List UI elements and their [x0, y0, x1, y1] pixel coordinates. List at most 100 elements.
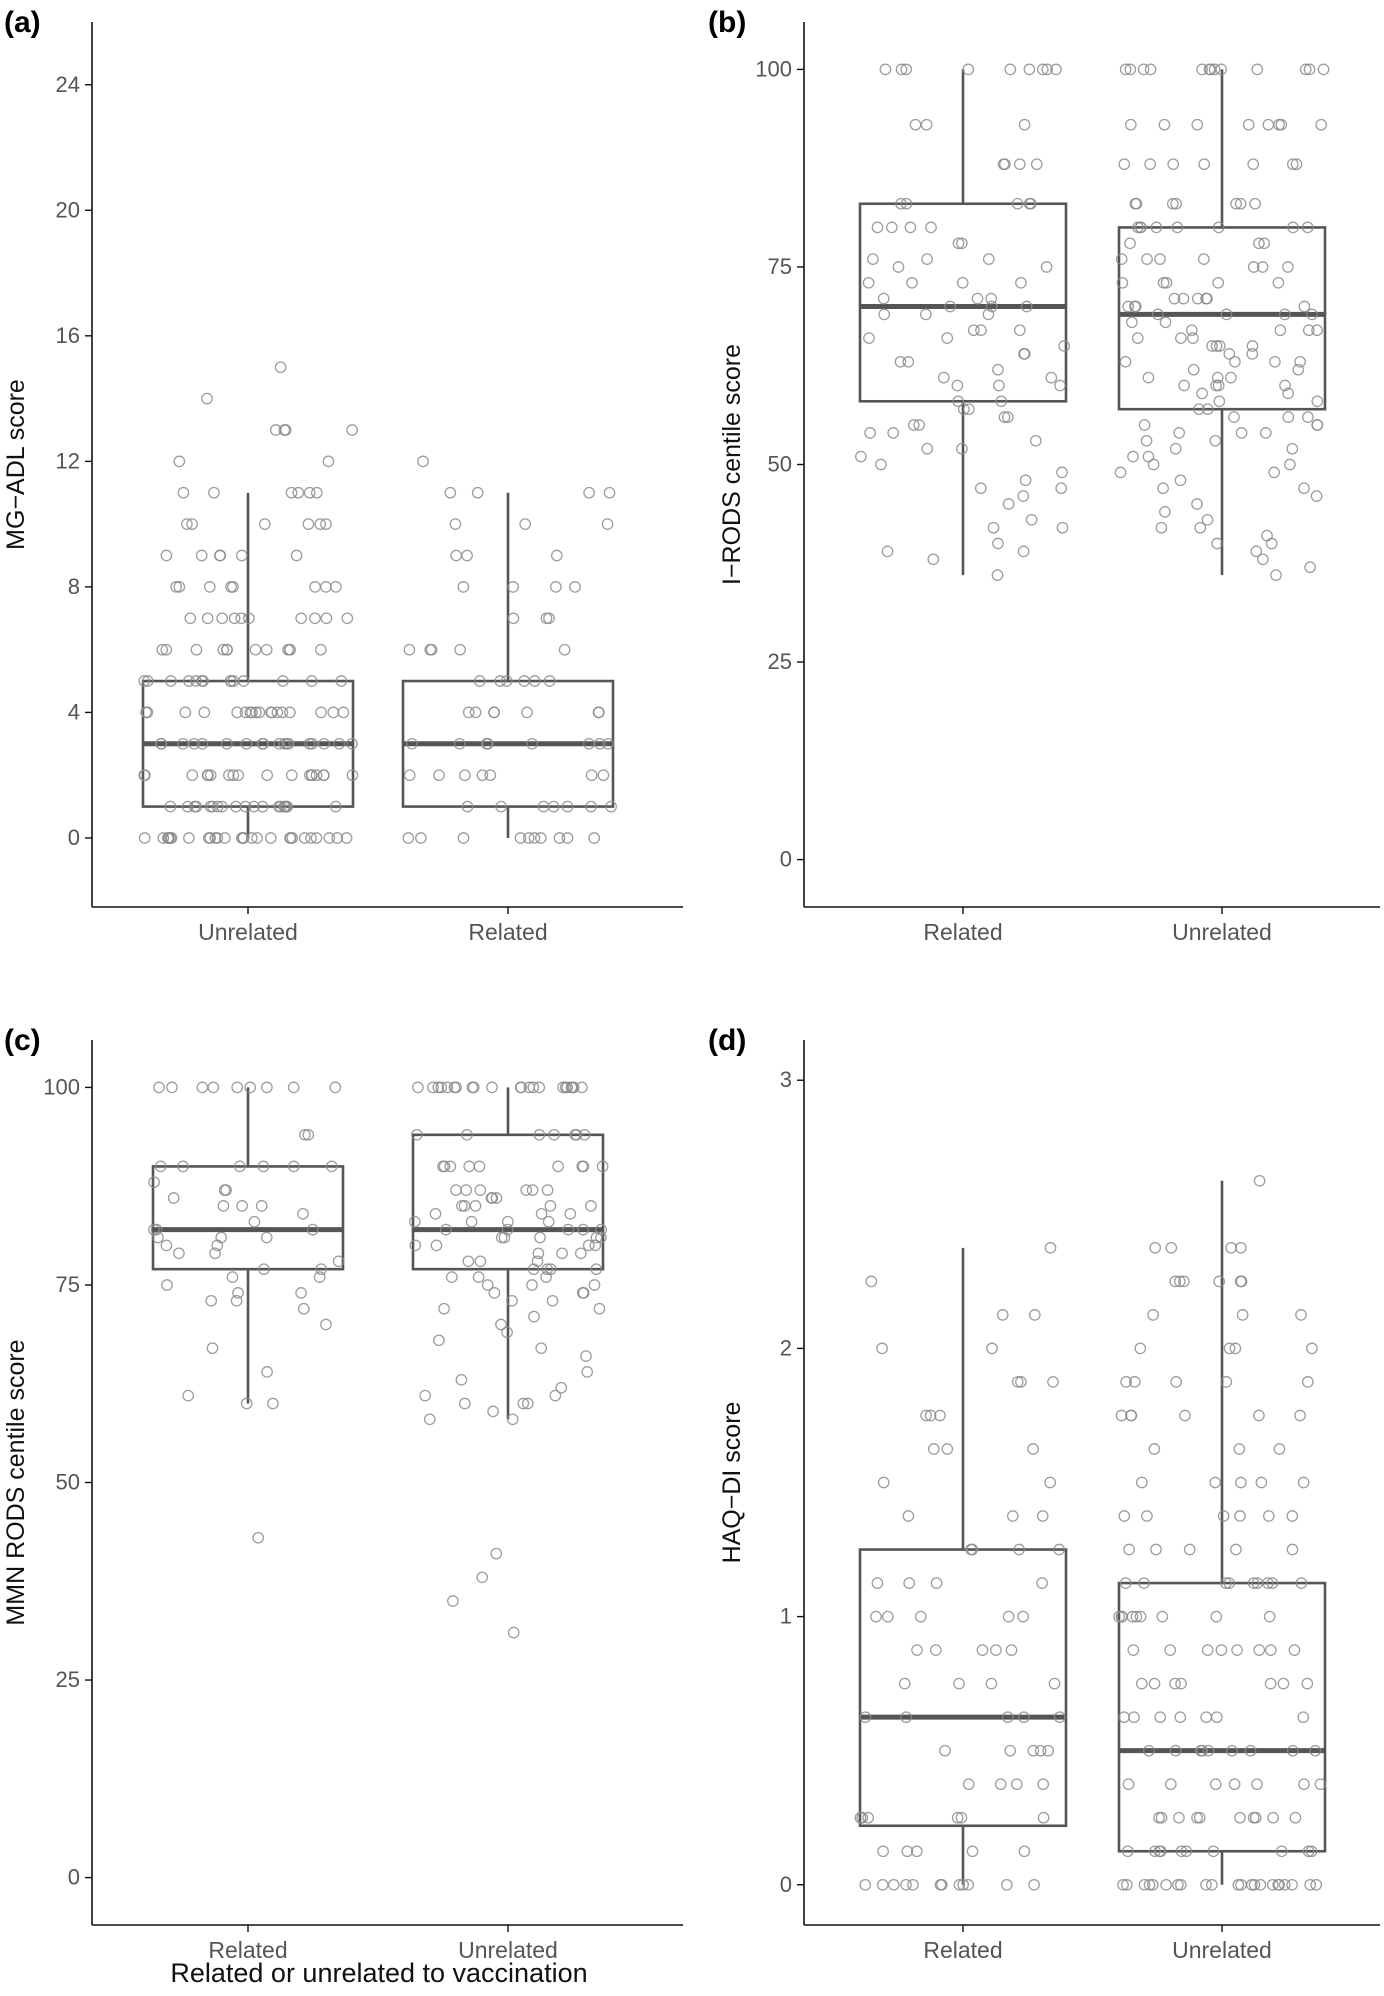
- data-point: [549, 581, 562, 593]
- data-point: [1229, 1342, 1242, 1355]
- data-point: [337, 706, 350, 719]
- data-point: [260, 643, 273, 656]
- data-point: [558, 643, 571, 656]
- data-point: [1246, 340, 1259, 352]
- data-point: [1289, 1811, 1302, 1824]
- data-point: [320, 612, 333, 625]
- data-point: [1250, 545, 1263, 558]
- data-point: [1294, 355, 1306, 368]
- data-point: [553, 832, 566, 844]
- data-point: [1282, 387, 1294, 400]
- data-point: [211, 1239, 224, 1252]
- data-point: [895, 63, 908, 76]
- data-point: [585, 769, 598, 782]
- data-point: [991, 569, 1004, 581]
- data-point: [532, 1247, 545, 1260]
- data-point: [320, 1318, 332, 1331]
- data-point: [966, 1845, 979, 1858]
- data-point: [985, 1677, 998, 1690]
- data-point: [220, 737, 233, 750]
- data-point: [588, 1279, 601, 1291]
- data-point: [459, 769, 471, 782]
- data-point: [1315, 118, 1328, 131]
- data-point: [527, 1263, 540, 1276]
- data-point: [1261, 529, 1273, 542]
- data-point: [862, 276, 875, 289]
- data-point: [1126, 316, 1138, 329]
- data-point: [898, 1677, 911, 1690]
- data-point: [1306, 308, 1318, 321]
- data-point: [209, 1247, 221, 1260]
- data-point: [1119, 63, 1132, 76]
- data-point: [165, 675, 177, 687]
- data-point: [1191, 118, 1204, 131]
- data-point: [920, 118, 933, 131]
- data-point: [937, 371, 950, 384]
- data-point: [457, 832, 470, 844]
- data-point: [164, 800, 177, 813]
- data-point: [887, 427, 900, 439]
- data-point: [1018, 1711, 1030, 1724]
- data-point: [1055, 482, 1068, 495]
- data-point: [953, 1677, 965, 1690]
- data-point: [1234, 197, 1247, 210]
- data-point: [952, 237, 965, 250]
- data-point: [1179, 1409, 1191, 1422]
- data-point: [1229, 355, 1241, 368]
- data-point: [1244, 1744, 1257, 1757]
- data-point: [914, 1610, 927, 1623]
- data-point: [292, 486, 305, 499]
- data-point: [566, 1081, 579, 1094]
- data-point: [186, 769, 199, 782]
- data-point: [271, 706, 284, 719]
- data-point: [871, 1577, 884, 1589]
- data-point: [472, 1271, 485, 1283]
- data-point: [1018, 118, 1031, 131]
- data-point: [913, 419, 926, 431]
- data-point: [1155, 1811, 1168, 1824]
- data-point: [1010, 1778, 1023, 1791]
- y-tick-label: 0: [68, 1865, 80, 1890]
- data-point: [329, 800, 342, 813]
- data-point: [461, 549, 473, 562]
- data-point: [299, 1128, 311, 1141]
- data-point: [541, 1263, 554, 1276]
- data-point: [305, 832, 317, 844]
- data-point: [188, 800, 201, 813]
- data-point: [249, 643, 262, 656]
- data-point: [1123, 1543, 1135, 1556]
- data-point: [605, 800, 617, 813]
- points-unrelated: [138, 361, 359, 844]
- data-point: [902, 1510, 915, 1522]
- data-point: [409, 1239, 422, 1252]
- y-tick-label: 0: [68, 825, 80, 850]
- data-point: [282, 737, 295, 750]
- data-point: [170, 581, 183, 593]
- data-point: [303, 737, 316, 750]
- data-point: [1286, 442, 1299, 455]
- data-point: [929, 1644, 942, 1656]
- data-point: [427, 1081, 439, 1094]
- data-point: [1201, 513, 1214, 526]
- data-point: [243, 612, 255, 625]
- data-point: [1247, 158, 1260, 171]
- data-point: [1262, 1510, 1275, 1522]
- data-point: [1159, 506, 1171, 518]
- data-point: [1030, 158, 1043, 171]
- data-point: [1282, 411, 1295, 423]
- data-point: [562, 1223, 575, 1236]
- data-point: [1220, 308, 1233, 321]
- box-related: [401, 492, 615, 838]
- data-point: [274, 361, 287, 374]
- data-point: [208, 486, 220, 499]
- data-point: [461, 800, 474, 813]
- data-point: [325, 1160, 338, 1173]
- data-point: [859, 1711, 872, 1724]
- data-point: [1178, 1275, 1190, 1288]
- data-point: [494, 675, 507, 687]
- data-point: [1056, 466, 1068, 479]
- data-point: [498, 1231, 511, 1244]
- data-point: [1172, 1878, 1184, 1891]
- data-point: [521, 706, 533, 719]
- data-point: [1173, 427, 1186, 439]
